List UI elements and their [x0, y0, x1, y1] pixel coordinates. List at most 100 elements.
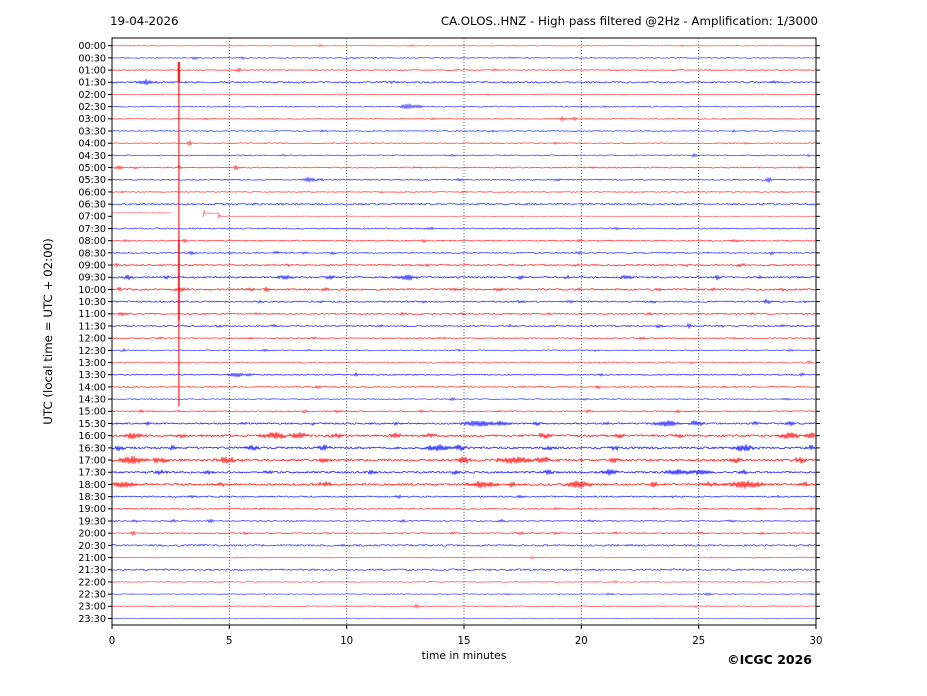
y-tick-label: 12:30 — [78, 346, 106, 357]
trace-07:30 — [111, 226, 816, 231]
trace-12:00 — [111, 336, 816, 340]
trace-11:30 — [111, 323, 816, 329]
y-tick-label: 02:30 — [78, 102, 106, 113]
y-tick-label: 23:30 — [78, 614, 106, 625]
y-tick-label: 17:00 — [78, 456, 106, 467]
trace-23:30 — [111, 617, 816, 620]
x-tick-label: 30 — [810, 636, 823, 647]
trace-22:00 — [111, 580, 816, 584]
x-tick-label: 20 — [575, 636, 588, 647]
trace-10:30 — [111, 298, 816, 305]
trace-04:30 — [111, 153, 816, 158]
y-tick-label: 21:00 — [78, 553, 106, 564]
y-tick-label: 23:00 — [78, 602, 106, 613]
trace-19:30 — [111, 518, 816, 524]
trace-17:30 — [111, 468, 816, 476]
y-tick-label: 06:30 — [78, 200, 106, 211]
y-tick-label: 19:00 — [78, 504, 106, 515]
x-axis-label: time in minutes — [422, 649, 507, 662]
trace-18:00 — [111, 480, 816, 489]
y-tick-label: 01:00 — [78, 66, 106, 77]
date-title: 19-04-2026 — [110, 14, 179, 28]
y-tick-label: 20:30 — [78, 541, 106, 552]
trace-03:30 — [111, 129, 816, 133]
trace-06:30 — [111, 202, 816, 206]
trace-05:00 — [111, 164, 816, 171]
y-tick-label: 14:30 — [78, 395, 106, 406]
y-tick-label: 16:30 — [78, 443, 106, 454]
trace-00:30 — [111, 56, 816, 60]
axis-ticks — [108, 45, 820, 629]
trace-rows — [111, 44, 817, 620]
x-tick-label: 0 — [109, 636, 115, 647]
trace-08:00 — [111, 238, 816, 244]
y-tick-label: 18:30 — [78, 492, 106, 503]
y-tick-label: 09:30 — [78, 273, 106, 284]
trace-16:30 — [111, 444, 816, 452]
y-axis-label: UTC (local time = UTC + 02:00) — [41, 238, 55, 424]
station-title: CA.OLOS..HNZ - High pass filtered @2Hz -… — [441, 14, 818, 28]
x-tick-label: 5 — [226, 636, 232, 647]
trace-13:30 — [111, 372, 816, 378]
y-tick-label: 10:00 — [78, 285, 106, 296]
y-tick-label: 21:30 — [78, 565, 106, 576]
y-tick-label: 03:00 — [78, 114, 106, 125]
y-tick-label: 15:30 — [78, 419, 106, 430]
y-tick-label: 00:30 — [78, 53, 106, 64]
y-tick-label: 20:00 — [78, 529, 106, 540]
x-tick-label: 25 — [692, 636, 705, 647]
y-tick-label: 08:30 — [78, 248, 106, 259]
trace-07:00 — [111, 209, 817, 219]
trace-16:00 — [111, 431, 816, 440]
trace-14:30 — [111, 397, 816, 401]
trace-11:00 — [111, 311, 816, 317]
trace-02:00 — [111, 93, 816, 96]
trace-19:00 — [111, 506, 816, 511]
y-tick-label: 05:30 — [78, 175, 106, 186]
x-tick-label: 15 — [458, 636, 471, 647]
trace-20:30 — [111, 543, 816, 547]
trace-04:00 — [111, 140, 816, 147]
trace-21:30 — [111, 568, 816, 572]
y-tick-label: 05:00 — [78, 163, 106, 174]
y-tick-label: 18:00 — [78, 480, 106, 491]
y-tick-label: 07:00 — [78, 212, 106, 223]
trace-20:00 — [111, 530, 816, 536]
trace-12:30 — [111, 348, 816, 352]
y-tick-label: 16:00 — [78, 431, 106, 442]
y-tick-label: 07:30 — [78, 224, 106, 235]
x-tick-labels: 0 5 10 15 20 25 30 — [109, 636, 823, 647]
y-tick-label: 02:00 — [78, 90, 106, 101]
y-tick-label: 00:00 — [78, 41, 106, 52]
y-tick-label: 22:30 — [78, 590, 106, 601]
trace-00:00 — [111, 44, 816, 48]
trace-05:30 — [111, 176, 816, 183]
trace-08:30 — [111, 250, 816, 256]
trace-18:30 — [111, 494, 816, 499]
trace-09:00 — [111, 262, 816, 268]
y-tick-label: 10:30 — [78, 297, 106, 308]
trace-09:30 — [111, 274, 816, 281]
trace-14:00 — [111, 385, 816, 389]
trace-21:00 — [111, 556, 816, 560]
trace-23:00 — [111, 603, 816, 609]
y-tick-label: 14:00 — [78, 382, 106, 393]
trace-10:00 — [111, 286, 816, 293]
trace-02:30 — [111, 103, 816, 110]
trace-22:30 — [111, 592, 816, 596]
trace-01:30 — [111, 79, 816, 86]
y-tick-label: 03:30 — [78, 126, 106, 137]
y-tick-label: 19:30 — [78, 516, 106, 527]
y-tick-label: 11:00 — [78, 309, 106, 320]
y-tick-label: 06:00 — [78, 187, 106, 198]
y-tick-label: 04:00 — [78, 139, 106, 150]
trace-15:00 — [111, 409, 816, 414]
trace-17:00 — [111, 455, 816, 465]
trace-06:00 — [111, 190, 816, 194]
y-tick-label: 17:30 — [78, 468, 106, 479]
y-tick-label: 04:30 — [78, 151, 106, 162]
y-tick-label: 09:00 — [78, 261, 106, 272]
